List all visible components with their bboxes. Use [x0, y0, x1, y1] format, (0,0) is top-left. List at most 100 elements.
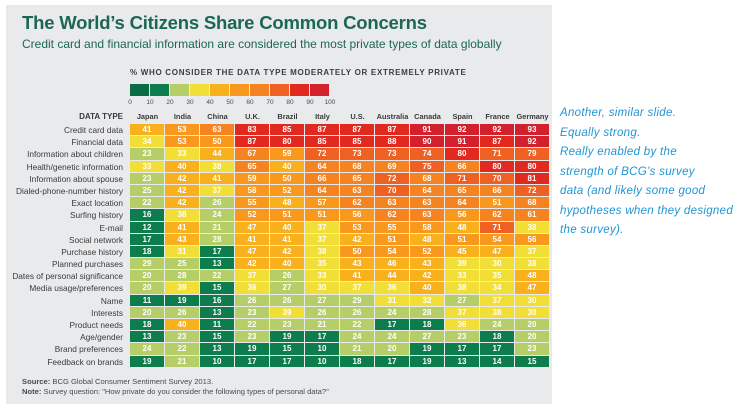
row-label: Brand preferences — [54, 344, 123, 355]
heatmap-cell: 17 — [445, 343, 480, 356]
heatmap-cell: 92 — [515, 136, 550, 149]
slide-subtitle: Credit card and financial information ar… — [22, 37, 502, 51]
heatmap-cell: 41 — [235, 233, 270, 246]
heatmap-cell: 42 — [165, 197, 200, 210]
heatmap-cell: 37 — [515, 245, 550, 259]
heatmap-cell: 38 — [480, 306, 515, 319]
heatmap-cell: 29 — [130, 258, 165, 271]
legend-color-segment — [310, 84, 329, 96]
heatmap-cell: 47 — [480, 245, 515, 259]
heatmap-cell: 30 — [480, 258, 515, 271]
heatmap-cell: 40 — [165, 319, 200, 332]
heatmap-cell: 58 — [235, 184, 270, 198]
heatmap-cell: 92 — [445, 124, 480, 137]
heatmap-cell: 27 — [305, 294, 340, 307]
heatmap-cell: 23 — [130, 172, 165, 185]
heatmap-cell: 53 — [165, 124, 200, 137]
heatmap-cell: 28 — [200, 233, 235, 246]
heatmap-cell: 48 — [445, 221, 480, 234]
heatmap-cell: 87 — [305, 124, 340, 137]
heatmap-cell: 55 — [375, 221, 410, 234]
heatmap-cell: 70 — [375, 184, 410, 198]
heatmap-cell: 44 — [200, 148, 235, 161]
heatmap-cell: 45 — [445, 245, 480, 259]
heatmap-cell: 80 — [445, 148, 480, 161]
legend-tick-label: 20 — [166, 99, 174, 106]
row-label: Product needs — [69, 320, 123, 330]
heatmap-cell: 64 — [410, 184, 445, 198]
heatmap-cell: 26 — [270, 294, 305, 307]
heatmap-cell: 66 — [480, 184, 515, 198]
heatmap-cell: 65 — [445, 184, 480, 198]
heatmap-cell: 63 — [410, 197, 445, 210]
heatmap-cell: 24 — [375, 331, 410, 344]
heatmap-cell: 23 — [235, 306, 270, 319]
heatmap-cell: 85 — [270, 124, 305, 137]
heatmap-cell: 22 — [235, 319, 270, 332]
heatmap-cell: 17 — [270, 355, 305, 368]
heatmap-cell: 24 — [340, 331, 375, 344]
heatmap-cell: 26 — [200, 197, 235, 210]
column-header: Italy — [315, 112, 330, 121]
legend-color-segment — [170, 84, 189, 96]
heatmap-cell: 37 — [480, 294, 515, 307]
heatmap-cell: 13 — [200, 258, 235, 271]
heatmap-cell: 57 — [305, 197, 340, 210]
column-header: India — [173, 112, 192, 121]
heatmap-cell: 64 — [305, 160, 340, 173]
heatmap-cell: 32 — [410, 294, 445, 307]
heatmap-cell: 90 — [410, 136, 445, 149]
heatmap-cell: 11 — [200, 319, 235, 332]
heatmap-cell: 63 — [340, 184, 375, 198]
row-label: Exact location — [71, 198, 123, 209]
row-label: Media usage/preferences — [29, 283, 123, 294]
heatmap-cell: 23 — [165, 331, 200, 344]
heatmap-cell: 37 — [445, 306, 480, 319]
heatmap-cell: 70 — [480, 172, 515, 185]
heatmap-cell: 72 — [375, 172, 410, 185]
heatmap-cell: 19 — [235, 343, 270, 356]
column-header: Brazil — [277, 112, 298, 121]
heatmap-cell: 34 — [480, 282, 515, 295]
heatmap-cell: 38 — [200, 160, 235, 173]
heatmap-cell: 42 — [340, 233, 375, 246]
heatmap-cell: 74 — [410, 148, 445, 161]
heatmap-cell: 23 — [515, 343, 550, 356]
legend-color-scale — [130, 84, 330, 96]
row-label: Age/gender — [80, 332, 123, 343]
heatmap-cell: 47 — [235, 221, 270, 234]
legend-tick-label: 50 — [226, 99, 234, 106]
heatmap-cell: 22 — [340, 319, 375, 332]
heatmap-cell: 62 — [340, 197, 375, 210]
legend-color-segment — [130, 84, 149, 96]
row-label: Financial data — [71, 137, 123, 148]
heatmap-cell: 46 — [375, 258, 410, 271]
heatmap-cell: 93 — [515, 124, 550, 137]
heatmap-cell: 68 — [340, 160, 375, 173]
heatmap-cell: 71 — [445, 172, 480, 185]
heatmap-cell: 40 — [270, 258, 305, 271]
heatmap-cell: 23 — [130, 148, 165, 161]
heatmap-cell: 19 — [130, 355, 165, 368]
heatmap-cell: 24 — [200, 209, 235, 222]
heatmap-cell: 80 — [270, 136, 305, 149]
heatmap-cell: 39 — [445, 258, 480, 271]
heatmap-cell: 38 — [515, 258, 550, 271]
legend-tick-label: 80 — [286, 99, 294, 106]
row-label: Purchase history — [61, 246, 123, 257]
heatmap-cell: 43 — [165, 233, 200, 246]
row-label: Interests — [91, 307, 123, 318]
heatmap-cell: 17 — [235, 355, 270, 368]
heatmap-cell: 18 — [130, 245, 165, 259]
heatmap-cell: 59 — [235, 172, 270, 185]
heatmap-cell: 25 — [165, 258, 200, 271]
heatmap-cell: 54 — [375, 245, 410, 259]
row-label: Dates of personal significance — [12, 271, 123, 282]
heatmap-cell: 39 — [165, 282, 200, 295]
slide-title: The World’s Citizens Share Common Concer… — [22, 12, 427, 33]
heatmap-cell: 15 — [515, 355, 550, 368]
heatmap-cell: 10 — [200, 355, 235, 368]
heatmap-cell: 71 — [480, 148, 515, 161]
row-label: Social network — [69, 234, 123, 245]
heatmap-cell: 56 — [515, 233, 550, 246]
